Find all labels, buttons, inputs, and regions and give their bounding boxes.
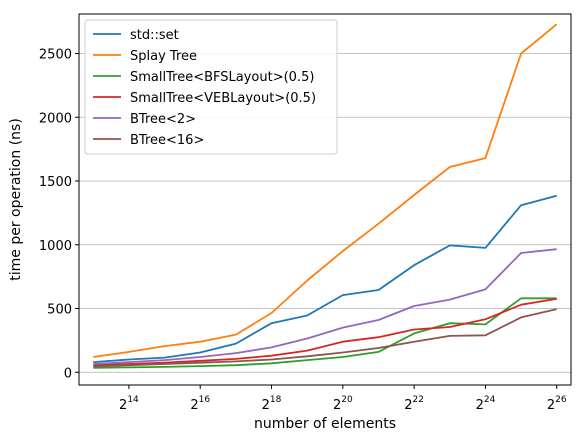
series-line-2	[93, 297, 557, 369]
plot-frame	[78, 13, 572, 386]
y-tick-label: 2000	[39, 111, 72, 126]
x-axis: 214 216 218 220 222 224 226	[119, 385, 567, 413]
y-tick-label: 1000	[39, 239, 72, 254]
series-line-3	[93, 298, 557, 367]
x-tick-label: 220	[333, 395, 353, 413]
legend-entry-label: Splay Tree	[130, 49, 197, 64]
legend-box	[84, 19, 338, 155]
x-tick-label: 222	[404, 395, 424, 413]
y-tick-label: 0	[64, 366, 72, 381]
x-tick-label: 224	[476, 395, 496, 413]
series-line-1	[93, 23, 558, 358]
x-tick-label: 216	[190, 395, 210, 413]
y-axis: 0 500 1000 1500 2000 2500	[39, 48, 79, 381]
x-axis-label: number of elements	[254, 416, 396, 432]
y-axis-label: time per operation (ns)	[8, 118, 24, 281]
legend-entry-label: SmallTree<VEBLayout>(0.5)	[130, 91, 316, 106]
series-lines	[93, 23, 558, 369]
y-tick-label: 500	[47, 303, 72, 318]
legend-entry-label: std::set	[130, 28, 179, 43]
legend-entry-label: SmallTree<BFSLayout>(0.5)	[130, 70, 314, 85]
y-tick-label: 1500	[39, 175, 72, 190]
x-tick-label: 226	[547, 395, 567, 413]
series-line-0	[93, 194, 557, 363]
x-tick-label: 218	[262, 395, 282, 413]
series-line-5	[93, 308, 557, 368]
y-tick-label: 2500	[39, 48, 72, 63]
series-line-4	[93, 248, 557, 365]
legend-entry-label: BTree<2>	[130, 112, 196, 127]
legend-entry-label: BTree<16>	[130, 133, 204, 148]
x-tick-label: 214	[119, 395, 139, 413]
